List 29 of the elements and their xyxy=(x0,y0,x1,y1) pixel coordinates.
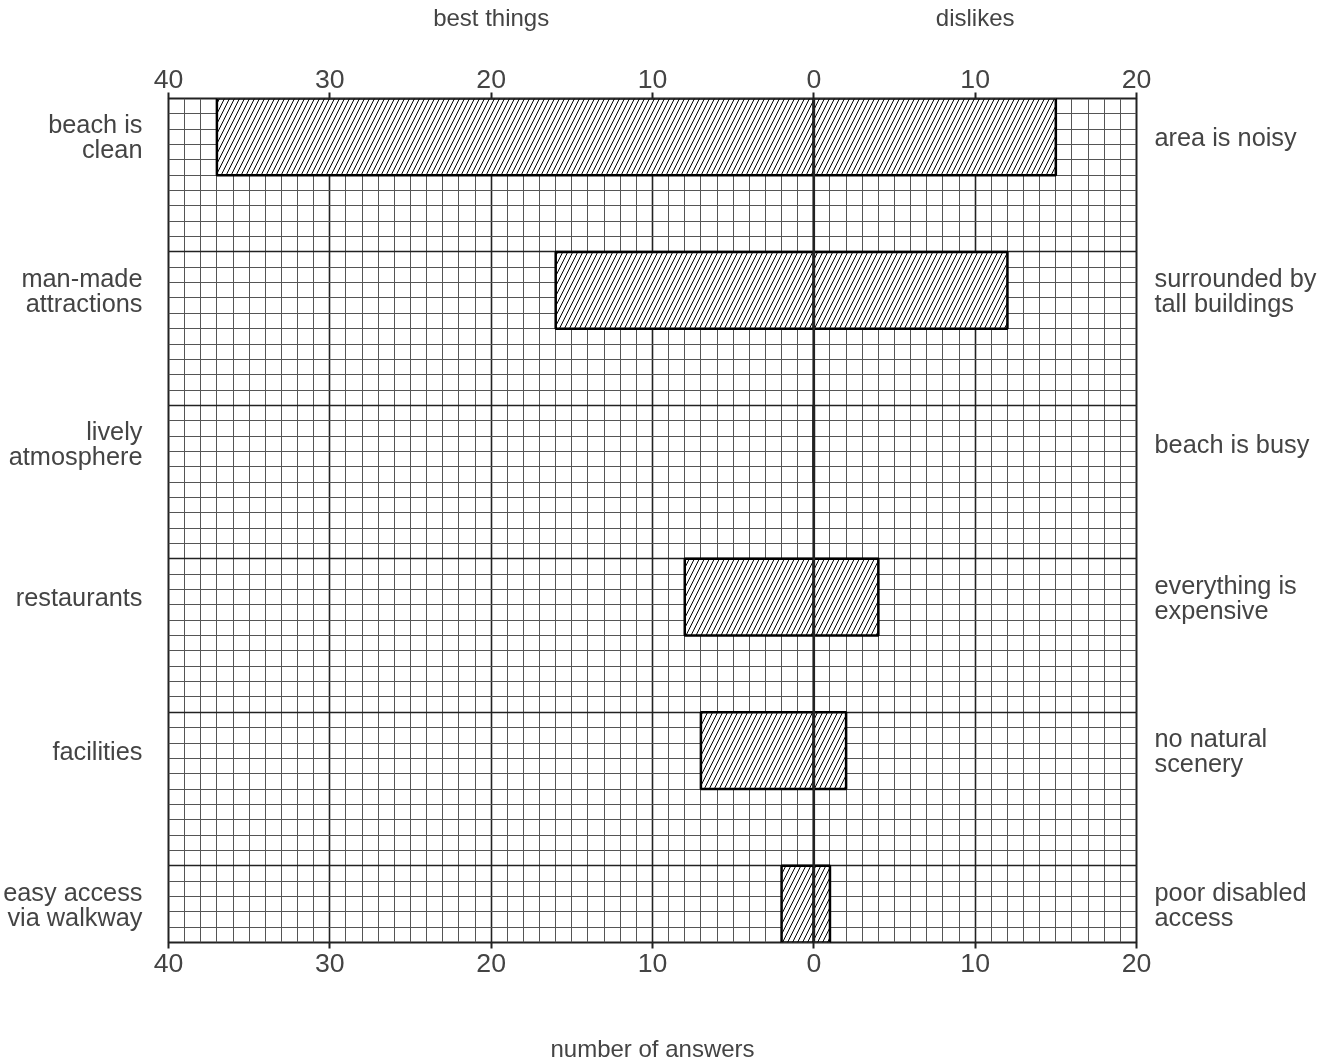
x-tick-label: 0 xyxy=(806,63,822,94)
x-tick-label: 10 xyxy=(960,63,990,94)
y2-tick-label: surrounded by tall buildings xyxy=(1154,263,1317,317)
x-tick-label: 20 xyxy=(476,63,506,94)
x2-tick-label: 10 xyxy=(960,947,990,978)
x2-tick-label: 20 xyxy=(1121,947,1152,978)
y-tick-label: facilities xyxy=(52,736,143,765)
x-tick-label: 40 xyxy=(153,63,184,94)
y-tick-label: lively atmosphere xyxy=(8,417,143,471)
text: dislikes xyxy=(935,3,1015,31)
x-tick-label: 10 xyxy=(637,63,668,94)
x-tick-label: 30 xyxy=(315,63,345,94)
x2-tick-label: 40 xyxy=(153,947,184,978)
x2-tick-label: 30 xyxy=(315,947,345,978)
x-axis-title: number of answers xyxy=(550,1034,755,1062)
y-tick-label: beach is clean xyxy=(48,110,143,164)
y2-tick-label: no natural scenery xyxy=(1154,724,1268,778)
text: best things xyxy=(433,3,550,31)
x2-tick-label: 0 xyxy=(806,947,822,978)
x-tick-label: 20 xyxy=(1121,63,1152,94)
x2-tick-label: 10 xyxy=(637,947,668,978)
y-tick-label: man-made attractions xyxy=(21,263,143,317)
y2-tick-label: poor disabled access xyxy=(1154,877,1307,931)
x2-tick-label: 20 xyxy=(476,947,506,978)
y-tick-label: easy access via walkway xyxy=(3,877,143,931)
y2-tick-label: beach is busy xyxy=(1154,429,1310,458)
y2-tick-label: everything is expensive xyxy=(1154,570,1297,624)
y2-tick-label: area is noisy xyxy=(1154,122,1298,151)
y-tick-label: restaurants xyxy=(15,583,143,612)
